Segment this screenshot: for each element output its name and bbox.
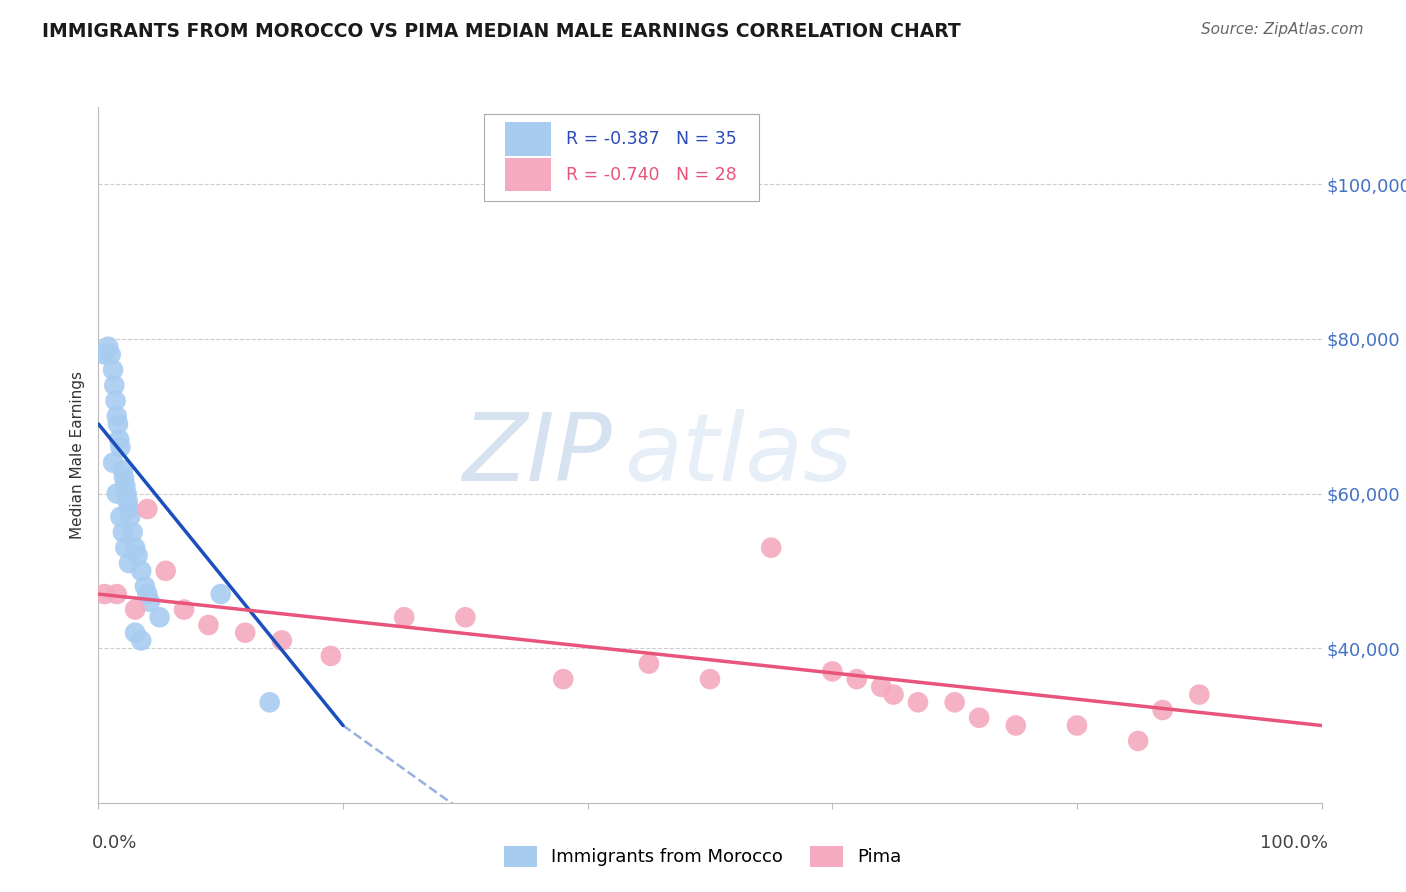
- Point: [155, 564, 177, 578]
- Point: [821, 665, 844, 679]
- Point: [110, 440, 132, 454]
- FancyBboxPatch shape: [484, 114, 759, 201]
- Point: [105, 587, 128, 601]
- Point: [907, 695, 929, 709]
- Point: [124, 602, 146, 616]
- Point: [105, 409, 128, 424]
- Point: [1128, 734, 1150, 748]
- Bar: [505, 158, 551, 191]
- Text: R = -0.387: R = -0.387: [565, 130, 659, 148]
- Bar: [505, 122, 551, 156]
- Point: [121, 525, 143, 540]
- Point: [136, 502, 159, 516]
- Point: [117, 494, 139, 508]
- Text: 0.0%: 0.0%: [93, 834, 138, 852]
- Point: [101, 363, 124, 377]
- Point: [845, 672, 868, 686]
- Point: [118, 502, 141, 516]
- Point: [129, 633, 152, 648]
- Point: [1004, 718, 1026, 732]
- Point: [129, 564, 152, 578]
- Point: [115, 486, 138, 500]
- Point: [93, 587, 115, 601]
- Point: [883, 688, 905, 702]
- Point: [114, 541, 136, 555]
- Text: N = 28: N = 28: [676, 166, 737, 184]
- Point: [259, 695, 281, 709]
- Point: [114, 479, 136, 493]
- Point: [112, 471, 135, 485]
- Point: [136, 587, 159, 601]
- Point: [699, 672, 721, 686]
- Point: [173, 602, 195, 616]
- Point: [118, 556, 141, 570]
- Point: [1066, 718, 1088, 732]
- Point: [197, 618, 219, 632]
- Point: [392, 610, 416, 624]
- Text: atlas: atlas: [624, 409, 852, 500]
- Point: [111, 463, 134, 477]
- Point: [967, 711, 990, 725]
- Point: [103, 378, 125, 392]
- Text: ZIP: ZIP: [463, 409, 612, 500]
- Point: [1188, 688, 1211, 702]
- Point: [139, 595, 162, 609]
- Point: [149, 610, 172, 624]
- Point: [638, 657, 661, 671]
- Point: [127, 549, 149, 563]
- Text: 100.0%: 100.0%: [1260, 834, 1327, 852]
- Point: [134, 579, 156, 593]
- Point: [270, 633, 294, 648]
- Point: [104, 393, 127, 408]
- Point: [108, 433, 131, 447]
- Point: [105, 486, 128, 500]
- Point: [93, 347, 115, 361]
- Point: [101, 456, 124, 470]
- Point: [120, 509, 142, 524]
- Point: [97, 340, 120, 354]
- Text: R = -0.740: R = -0.740: [565, 166, 659, 184]
- Point: [319, 648, 342, 663]
- Text: IMMIGRANTS FROM MOROCCO VS PIMA MEDIAN MALE EARNINGS CORRELATION CHART: IMMIGRANTS FROM MOROCCO VS PIMA MEDIAN M…: [42, 22, 960, 41]
- Point: [124, 541, 146, 555]
- Point: [111, 525, 134, 540]
- Point: [553, 672, 575, 686]
- Point: [124, 625, 146, 640]
- Text: N = 35: N = 35: [676, 130, 737, 148]
- Point: [761, 541, 783, 555]
- Point: [1152, 703, 1174, 717]
- Legend: Immigrants from Morocco, Pima: Immigrants from Morocco, Pima: [498, 838, 908, 874]
- Y-axis label: Median Male Earnings: Median Male Earnings: [70, 371, 86, 539]
- Point: [209, 587, 232, 601]
- Point: [943, 695, 966, 709]
- Point: [100, 347, 122, 361]
- Point: [870, 680, 893, 694]
- Point: [110, 509, 132, 524]
- Point: [233, 625, 256, 640]
- Point: [107, 417, 129, 431]
- Text: Source: ZipAtlas.com: Source: ZipAtlas.com: [1201, 22, 1364, 37]
- Point: [454, 610, 477, 624]
